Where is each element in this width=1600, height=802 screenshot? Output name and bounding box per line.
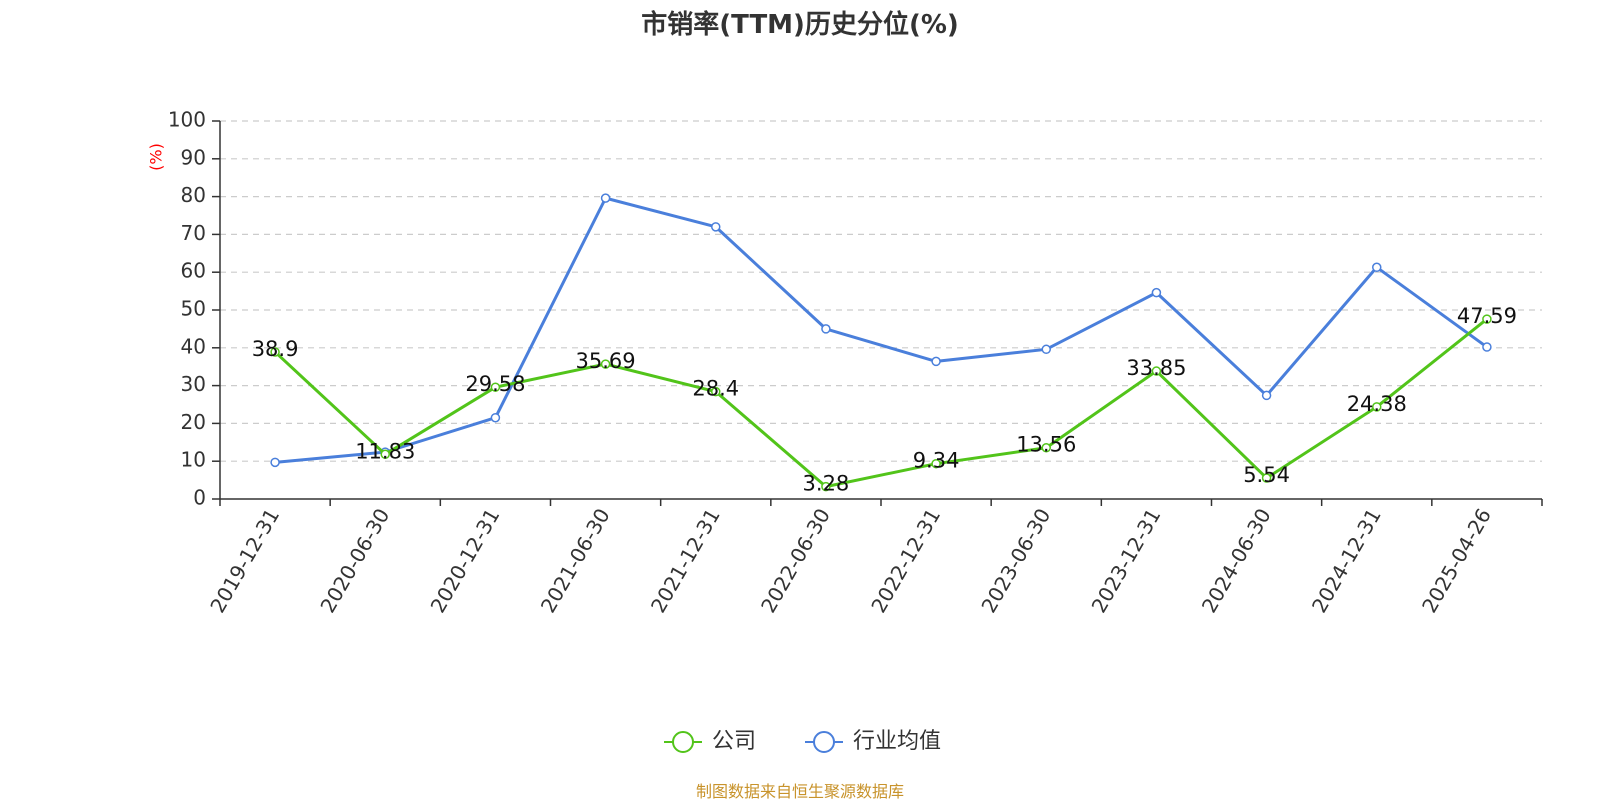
series-layer [270,193,1492,492]
y-tick-label: 20 [181,410,206,434]
data-label: 47.59 [1457,304,1517,328]
series-line [274,196,1488,464]
legend-marker [672,731,694,753]
grid-lines [220,120,1542,462]
data-point [1482,342,1492,352]
x-tick-label: 2023-06-30 [976,504,1055,617]
x-tick-label: 2021-12-31 [646,504,725,617]
data-point [821,481,831,492]
data-point [931,458,941,469]
x-tick-label: 2021-06-30 [536,504,615,617]
y-tick-label: 50 [181,297,206,321]
data-point [1151,366,1162,376]
x-tick-label: 2024-06-30 [1197,504,1276,617]
data-label: 9.34 [913,449,960,473]
y-tick-label: 100 [168,108,206,132]
data-point [931,356,941,367]
data-label: 35.69 [576,349,636,373]
legend-marker [813,731,835,753]
x-tick-label: 2020-06-30 [315,504,394,617]
data-point [711,222,721,232]
legend-item: 行业均值 [805,729,941,754]
y-tick-label: 10 [181,448,206,472]
data-label: 5.54 [1243,463,1290,487]
y-tick-label: 70 [181,221,206,245]
y-tick-label: 0 [193,486,206,510]
y-axis-label: (%) [147,143,166,171]
data-labels: 38.9 11.83 29.58 35.69 28.4 3.28 9.34 13.56 33.8… [252,304,1517,495]
y-tick-label: 80 [181,183,206,207]
y-axis-ticks: 0 10 20 30 40 50 60 70 80 90 100 [168,108,220,510]
data-label: 24.38 [1347,392,1407,416]
legend-label: 公司 [712,729,756,754]
chart-title: 市销率(TTM)历史分位(%) [641,10,959,40]
x-tick-label: 2025-04-26 [1417,504,1496,617]
x-tick-label: 2024-12-31 [1307,504,1386,617]
x-axis-ticks: 2019-12-31 2020-06-30 2020-12-31 2021-06-30… [205,499,1543,617]
y-tick-label: 30 [181,372,206,396]
x-tick-label: 2020-12-31 [426,504,505,617]
series-line [274,317,1488,489]
data-point [490,412,501,423]
data-point [1041,442,1051,453]
data-label: 13.56 [1016,433,1076,457]
data-label: 11.83 [355,439,415,463]
data-label: 33.85 [1126,356,1186,380]
data-label: 38.9 [252,337,299,361]
data-point [1151,287,1162,298]
x-tick-label: 2022-12-31 [866,504,945,617]
data-point [1482,314,1492,324]
data-point [490,382,501,392]
data-point [270,457,280,468]
data-point [1261,473,1272,483]
data-point [380,449,390,460]
data-label: 29.58 [465,372,525,396]
data-point [821,324,831,334]
data-point [270,347,280,357]
y-tick-label: 40 [181,334,206,358]
data-label: 28.4 [692,377,739,401]
legend-item: 公司 [664,729,756,754]
data-point [1261,390,1272,401]
data-point [600,193,611,203]
legend: 公司 行业均值 [664,729,941,754]
data-point [1372,402,1382,412]
data-point [1041,344,1051,355]
data-label: 3.28 [803,472,850,496]
x-tick-label: 2023-12-31 [1087,504,1166,617]
x-tick-label: 2022-06-30 [756,504,835,617]
data-source-note: 制图数据来自恒生聚源数据库 [695,782,904,801]
data-point [711,386,721,397]
y-tick-label: 60 [181,259,206,283]
data-point [600,359,611,369]
legend-label: 行业均值 [853,729,941,754]
y-tick-label: 90 [181,145,206,169]
data-point [1372,262,1382,273]
x-tick-label: 2019-12-31 [205,504,284,617]
